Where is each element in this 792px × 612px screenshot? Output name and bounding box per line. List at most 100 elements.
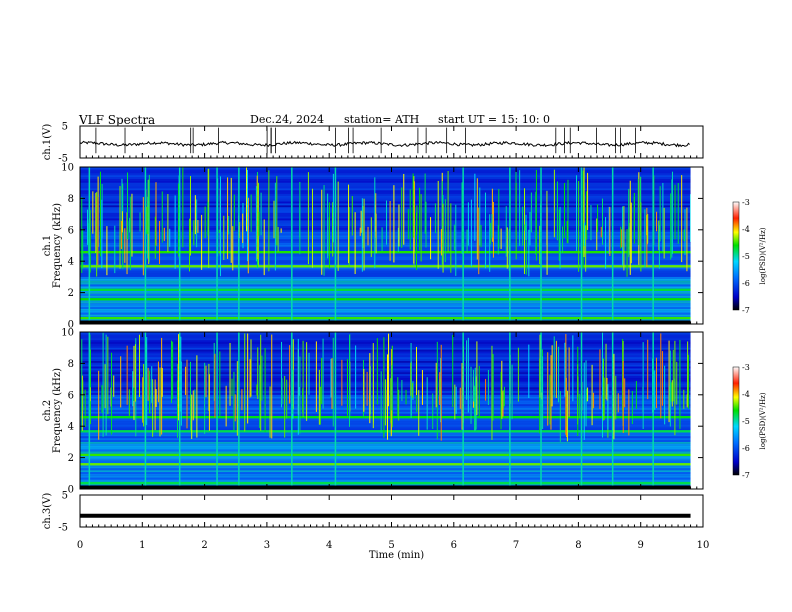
frequency-row	[80, 248, 703, 251]
frequency-row	[80, 295, 703, 298]
y-tick-label: 5	[62, 122, 68, 133]
frequency-row	[80, 475, 703, 478]
frequency-row	[80, 224, 703, 227]
x-tick-label: 2	[201, 540, 207, 551]
frequency-row	[80, 273, 703, 276]
frequency-row	[80, 231, 703, 234]
x-tick-label: 9	[638, 540, 644, 551]
waveform-trace	[79, 140, 690, 148]
y-tick-label: 8	[68, 359, 74, 370]
y-tick-label: 8	[68, 194, 74, 205]
y-axis-label: ch.3(V)	[42, 493, 53, 530]
y-tick-label: 10	[61, 328, 74, 339]
x-tick-label: 10	[697, 540, 710, 551]
emission-band	[80, 316, 703, 320]
chart-title: VLF Spectra	[79, 113, 156, 127]
frequency-row	[80, 190, 703, 193]
emission-band	[80, 250, 703, 254]
date-label: Dec.24, 2024	[250, 113, 324, 126]
colorbar-tick-label: -3	[742, 198, 750, 207]
frequency-row	[80, 449, 703, 452]
frequency-row	[80, 455, 703, 457]
frequency-row	[80, 307, 703, 309]
emission-band	[80, 481, 703, 485]
frequency-row	[80, 282, 703, 285]
frequency-row	[80, 445, 703, 448]
frequency-row	[80, 314, 703, 317]
frequency-row	[80, 293, 703, 296]
emission-band	[80, 265, 703, 268]
emission-band	[80, 298, 703, 301]
frequency-row	[80, 233, 703, 236]
frequency-row	[80, 205, 703, 208]
frequency-row	[80, 338, 703, 341]
frequency-row	[80, 479, 703, 482]
frequency-row	[80, 235, 703, 238]
frequency-row	[80, 308, 703, 311]
frequency-row	[80, 443, 703, 446]
frequency-row	[80, 173, 703, 176]
colorbar-tick-label: -6	[742, 279, 750, 288]
y-tick-label: 0	[68, 320, 74, 331]
frequency-row	[80, 192, 703, 195]
frequency-row	[80, 340, 703, 343]
frequency-row	[80, 280, 703, 283]
frequency-row	[80, 182, 703, 185]
frequency-row	[80, 303, 703, 306]
frequency-row	[80, 468, 703, 471]
frequency-row	[80, 229, 703, 232]
y-axis-label: ch.1Frequency (kHz)	[42, 203, 63, 288]
frequency-row	[80, 201, 703, 204]
frequency-row	[80, 451, 703, 454]
y-tick-label: 0	[68, 485, 74, 496]
frequency-row	[80, 171, 703, 174]
frequency-row	[80, 460, 703, 463]
frequency-row	[80, 456, 703, 459]
frequency-row	[80, 347, 703, 350]
x-tick-label: 1	[139, 540, 145, 551]
frequency-row	[80, 290, 703, 292]
frequency-row	[80, 301, 703, 304]
frequency-row	[80, 436, 703, 439]
y-tick-label: 6	[68, 225, 74, 236]
frequency-row	[80, 218, 703, 221]
x-tick-label: 4	[326, 540, 332, 551]
colorbar-tick-label: -6	[742, 444, 750, 453]
frequency-row	[80, 203, 703, 206]
frequency-row	[80, 336, 703, 339]
frequency-row	[80, 207, 703, 210]
y-tick-label: 2	[68, 453, 74, 464]
emission-band	[80, 463, 703, 466]
emission-band	[80, 453, 703, 457]
frequency-row	[80, 220, 703, 223]
y-axis-label-channel: ch.1	[42, 235, 53, 257]
y-axis-label: ch.1(V)	[42, 124, 53, 161]
frequency-row	[80, 180, 703, 183]
colorbar-tick-label: -5	[742, 252, 750, 261]
x-tick-label: 8	[575, 540, 581, 551]
frequency-row	[80, 291, 703, 294]
colorbar	[732, 366, 740, 476]
colorbar-tick-label: -3	[742, 363, 750, 372]
no-data-region	[690, 332, 703, 489]
frequency-row	[80, 177, 703, 179]
y-axis-label-channel: ch.2	[42, 400, 53, 422]
x-tick-label: 7	[513, 540, 519, 551]
frequency-row	[80, 186, 703, 189]
frequency-row	[80, 438, 703, 441]
frequency-row	[80, 267, 703, 270]
frequency-row	[80, 188, 703, 191]
frequency-row	[80, 256, 703, 259]
frequency-row	[80, 343, 703, 346]
frequency-row	[80, 195, 703, 198]
colorbar-tick-label: -4	[742, 390, 750, 399]
frequency-row	[80, 284, 703, 287]
frequency-row	[80, 237, 703, 240]
frequency-row	[80, 226, 703, 228]
frequency-row	[80, 447, 703, 450]
x-tick-label: 5	[388, 540, 394, 551]
y-axis-label: ch.2Frequency (kHz)	[42, 368, 63, 453]
frequency-row	[80, 261, 703, 264]
frequency-row	[80, 286, 703, 289]
